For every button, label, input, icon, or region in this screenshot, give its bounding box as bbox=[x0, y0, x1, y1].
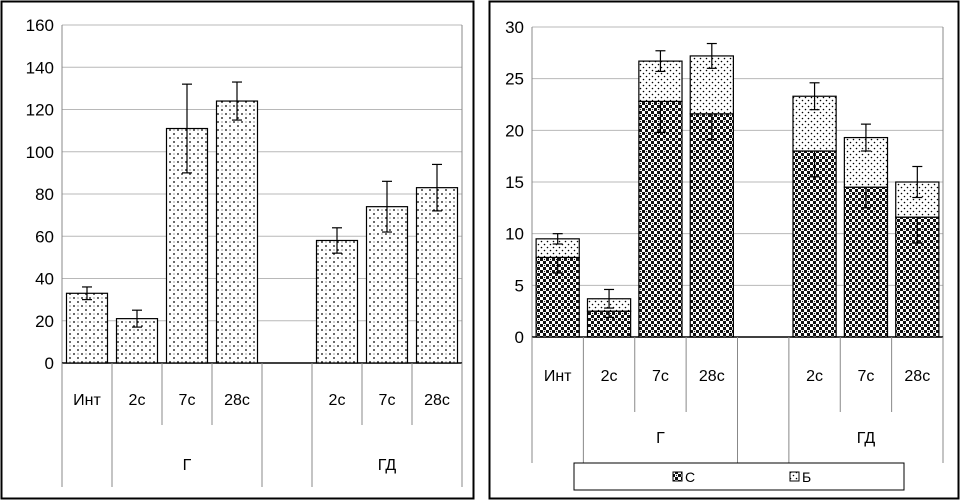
y-tick-label: 0 bbox=[45, 354, 54, 373]
bar bbox=[638, 60, 683, 102]
y-tick-label: 140 bbox=[26, 58, 54, 77]
legend-swatch-b bbox=[789, 471, 800, 482]
bar bbox=[365, 206, 409, 364]
bar bbox=[315, 239, 359, 364]
x-tick-label: 7с bbox=[652, 368, 669, 385]
legend-label-b: Б bbox=[802, 469, 811, 485]
y-tick-label: 80 bbox=[35, 185, 54, 204]
bar bbox=[843, 186, 889, 338]
x-tick-label: 2с bbox=[806, 368, 823, 385]
y-tick-label: 10 bbox=[505, 225, 524, 244]
bar bbox=[638, 100, 683, 338]
x-tick-label: 7с bbox=[379, 392, 396, 409]
y-tick-label: 5 bbox=[515, 276, 524, 295]
group-label: ГД bbox=[378, 457, 397, 474]
bar bbox=[792, 150, 837, 338]
y-tick-label: 100 bbox=[26, 143, 54, 162]
y-tick-label: 25 bbox=[505, 70, 524, 89]
group-label: ГД bbox=[857, 430, 876, 447]
bar bbox=[65, 292, 109, 364]
x-tick-label: 2с bbox=[129, 392, 146, 409]
y-tick-label: 20 bbox=[35, 312, 54, 331]
x-tick-label: 28с bbox=[904, 368, 930, 385]
y-tick-label: 40 bbox=[35, 270, 54, 289]
y-tick-label: 15 bbox=[505, 173, 524, 192]
group-label: Г bbox=[183, 457, 192, 474]
x-tick-label: 7с bbox=[179, 392, 196, 409]
y-tick-label: 160 bbox=[26, 16, 54, 35]
bar bbox=[689, 113, 734, 338]
x-tick-label: Инт bbox=[73, 392, 101, 409]
y-tick-label: 0 bbox=[515, 328, 524, 347]
legend: С Б bbox=[573, 462, 905, 491]
x-tick-label: 7с bbox=[857, 368, 874, 385]
x-tick-label: 2с bbox=[601, 368, 618, 385]
x-tick-label: 28с bbox=[699, 368, 725, 385]
legend-label-s: С bbox=[685, 469, 695, 485]
legend-box bbox=[573, 462, 905, 491]
bar bbox=[415, 187, 459, 364]
x-tick-label: 2с bbox=[329, 392, 346, 409]
y-tick-label: 30 bbox=[505, 18, 524, 37]
x-tick-label: 28с bbox=[424, 392, 450, 409]
right-chart: 0 5 10 15 20 25 30 Инт 2с 7с 28с 2с 7с 28с Г ГД bbox=[505, 18, 944, 463]
x-tick-label: Инт bbox=[544, 368, 572, 385]
legend-swatch-s bbox=[672, 471, 683, 482]
y-tick-label: 60 bbox=[35, 227, 54, 246]
y-tick-label: 20 bbox=[505, 121, 524, 140]
y-tick-label: 120 bbox=[26, 101, 54, 120]
bar bbox=[215, 100, 259, 364]
group-label: Г bbox=[656, 430, 665, 447]
left-chart: 0 20 40 60 80 100 120 140 160 Инт 2с 7с 28с 2с 7с 28с Г Г… bbox=[26, 16, 463, 487]
x-tick-label: 28с bbox=[224, 392, 250, 409]
